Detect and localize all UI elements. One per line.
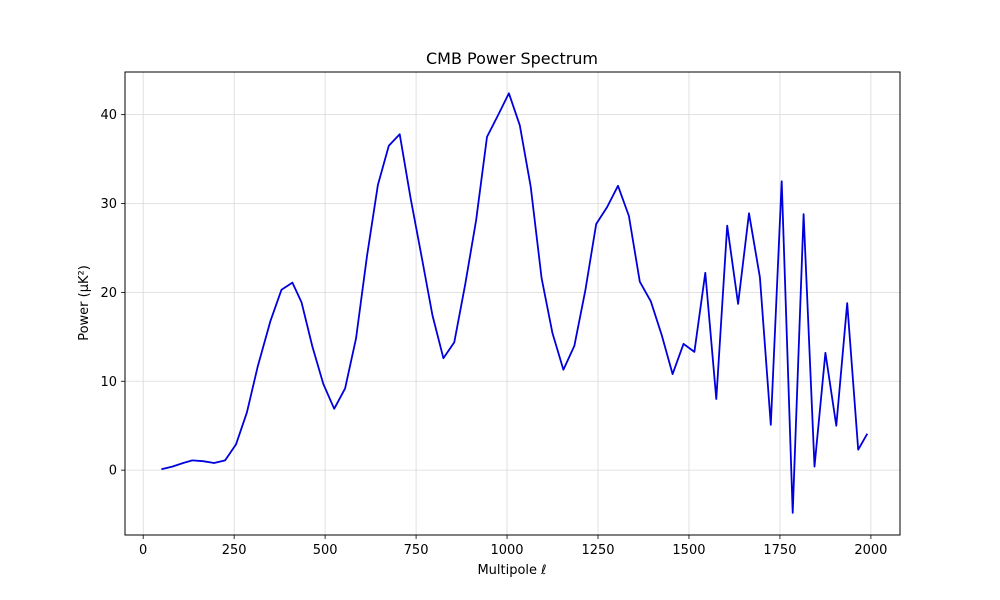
grid — [125, 72, 900, 535]
x-tick-label: 0 — [139, 543, 147, 558]
ticks: 0 250 500 750 1000 1250 1500 1750 2000 0 10 20 30 40 — [100, 108, 887, 558]
chart-title: CMB Power Spectrum — [426, 49, 598, 68]
series-line-1 — [161, 92, 869, 514]
x-tick-label: 2000 — [854, 543, 887, 558]
series — [161, 92, 869, 514]
y-tick-label: 0 — [109, 464, 117, 479]
x-tick-label: 1000 — [490, 543, 523, 558]
y-tick-label: 40 — [100, 108, 117, 123]
x-tick-label: 500 — [313, 543, 338, 558]
x-axis-label: Multipole ℓ — [477, 563, 546, 578]
x-tick-label: 1500 — [672, 543, 705, 558]
plot-frame — [124, 71, 901, 536]
y-tick-label: 30 — [100, 197, 117, 212]
x-tick-label: 750 — [404, 543, 429, 558]
x-tick-label: 1750 — [763, 543, 796, 558]
x-tick-label: 1250 — [581, 543, 614, 558]
y-tick-label: 20 — [100, 286, 117, 301]
y-tick-label: 10 — [100, 375, 117, 390]
x-tick-label: 250 — [222, 543, 247, 558]
y-axis-label: Power (μK²) — [77, 265, 92, 341]
